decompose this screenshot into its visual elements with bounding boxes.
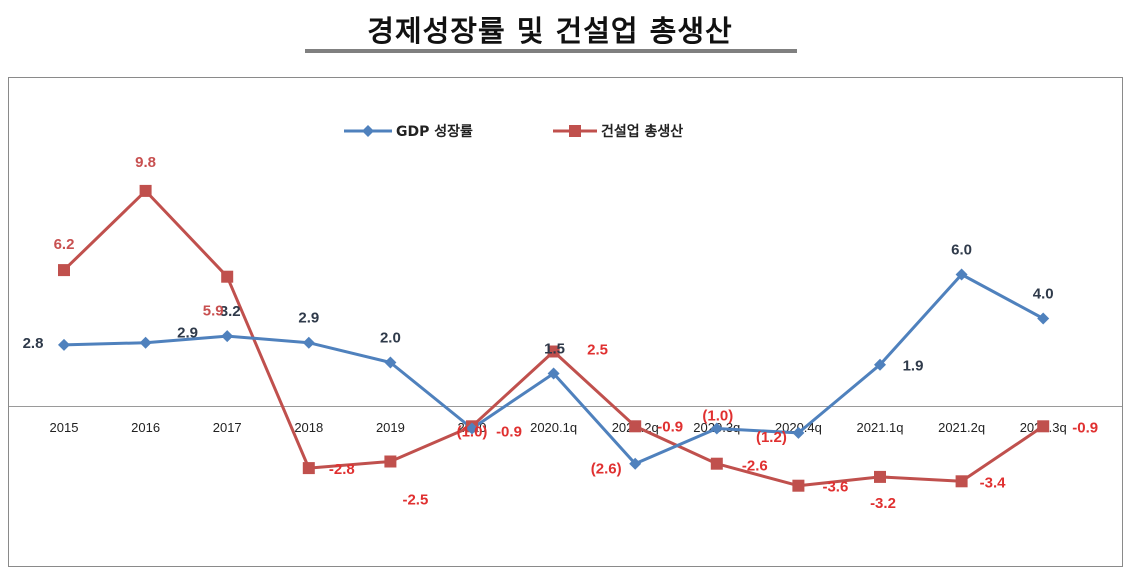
construction-data-label-2017: 5.9 (203, 303, 224, 320)
gdp-point-2020.3q (710, 422, 723, 435)
construction-point-2015 (58, 264, 70, 277)
legend-construction-label: 건설업 총생산 (601, 123, 683, 140)
construction-data-label-2016: 9.8 (135, 154, 156, 171)
gdp-point-2020.1q (547, 367, 560, 380)
x-tick-label-2020.1q: 2020.1q (530, 420, 577, 435)
construction-point-2021.1q (874, 470, 886, 483)
construction-data-label-2020.1q: 2.5 (587, 342, 608, 359)
gdp-data-label-2017: 3.2 (220, 303, 241, 320)
legend-gdp-marker (362, 125, 374, 137)
gdp-point-2021.1q (874, 358, 886, 371)
gdp-data-label-2016: 2.9 (177, 325, 198, 342)
x-tick-label-2018: 2018 (294, 420, 323, 435)
gdp-data-label-2020.4q: (1.2) (756, 429, 787, 446)
chart-area: 2015201620172018201920202020.1q2020.2q20… (8, 77, 1123, 567)
x-tick-label-2021.2q: 2021.2q (938, 420, 985, 435)
gdp-data-label-2021.1q: 1.9 (903, 358, 924, 375)
gdp-data-label-2021.2q: 6.0 (951, 242, 972, 259)
construction-data-label-2020.3q: -2.6 (742, 458, 768, 475)
construction-point-2019 (384, 455, 397, 468)
gdp-data-label-2020.2q: (2.6) (591, 461, 622, 478)
construction-point-2020.2q (629, 420, 642, 433)
construction-point-2021.3q (1037, 420, 1050, 433)
construction-data-label-2018: -2.8 (329, 461, 355, 478)
x-tick-label-2015: 2015 (50, 420, 79, 435)
legend-construction-marker (569, 125, 581, 137)
chart-title: 경제성장률 및 건설업 총생산 (367, 14, 733, 48)
construction-data-label-2015: 6.2 (54, 236, 75, 253)
construction-data-label-2020.4q: -3.6 (822, 479, 848, 496)
construction-data-label-2021.3q: -0.9 (1072, 419, 1098, 436)
gdp-point-2021.2q (955, 268, 968, 281)
gdp-point-2021.3q (1037, 312, 1050, 325)
construction-point-2020.3q (710, 457, 723, 470)
x-tick-label-2017: 2017 (213, 420, 242, 435)
gdp-point-2016 (139, 336, 152, 349)
gdp-data-label-2018: 2.9 (298, 310, 319, 327)
x-tick-label-2019: 2019 (376, 420, 405, 435)
construction-data-label-2020: -0.9 (496, 423, 522, 440)
title-underline (305, 49, 797, 53)
gdp-point-2019 (384, 356, 397, 369)
legend-gdp-label: GDP 성장률 (396, 123, 473, 140)
construction-data-label-2019: -2.5 (402, 492, 428, 509)
construction-point-2021.2q (955, 475, 968, 488)
x-tick-label-2016: 2016 (131, 420, 160, 435)
gdp-point-2015 (58, 338, 70, 351)
construction-point-2016 (139, 184, 152, 197)
construction-data-label-2021.1q: -3.2 (870, 495, 896, 512)
line-chart: 2015201620172018201920202020.1q2020.2q20… (9, 123, 1122, 512)
gdp-point-2020.2q (629, 457, 642, 470)
gdp-point-2017 (221, 330, 234, 343)
construction-point-2017 (221, 270, 234, 283)
construction-data-label-2020.2q: -0.9 (657, 418, 683, 435)
gdp-data-label-2020.1q: 1.5 (544, 341, 565, 358)
x-tick-label-2021.1q: 2021.1q (857, 420, 904, 435)
gdp-data-label-2019: 2.0 (380, 330, 401, 347)
gdp-data-label-2020: (1.0) (457, 424, 488, 441)
construction-point-2020.4q (792, 479, 805, 492)
construction-point-2020.1q (547, 345, 560, 358)
gdp-point-2018 (302, 336, 315, 349)
gdp-data-label-2021.3q: 4.0 (1033, 286, 1054, 303)
construction-data-label-2021.2q: -3.4 (980, 474, 1007, 491)
construction-point-2018 (302, 462, 315, 475)
gdp-data-label-2015: 2.8 (23, 335, 44, 352)
gdp-data-label-2020.3q: (1.0) (702, 408, 733, 425)
gdp-point-2020.4q (792, 426, 805, 439)
gdp-point-2020 (466, 422, 478, 435)
